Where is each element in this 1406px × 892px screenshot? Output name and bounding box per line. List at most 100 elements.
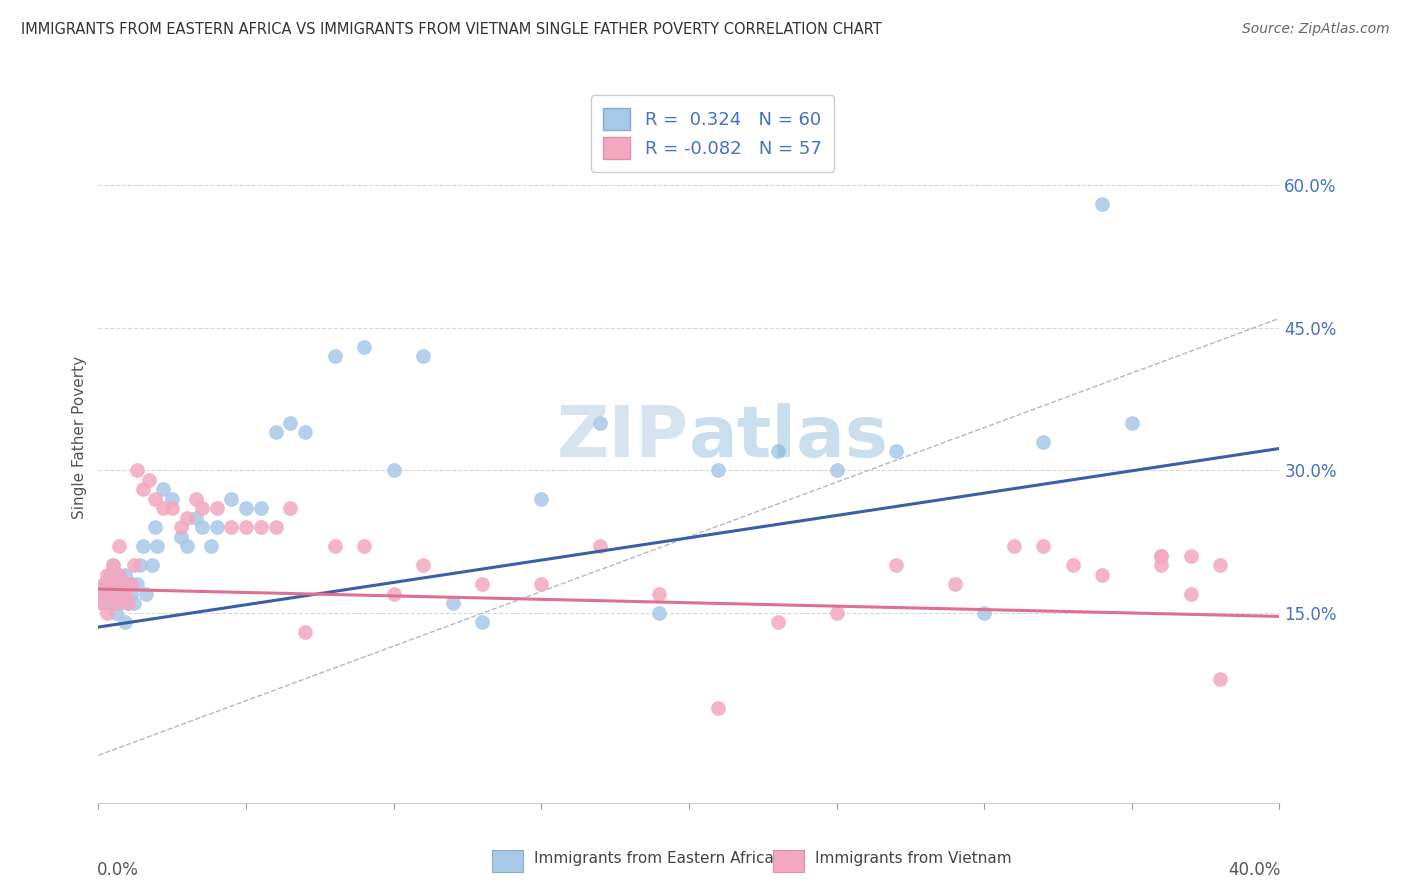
Point (170, 530, 193, 544)
Point (1062, 558, 1084, 573)
Point (93, 596, 115, 610)
Point (280, 501, 302, 516)
Point (294, 425, 316, 440)
Point (353, 539, 375, 553)
Point (176, 511, 198, 525)
Point (235, 520, 257, 534)
Point (105, 606, 128, 620)
Point (1180, 549, 1202, 563)
Point (98, 577, 121, 591)
Point (108, 567, 131, 582)
Point (441, 596, 464, 610)
Point (176, 539, 198, 553)
Point (471, 577, 494, 591)
Text: 40.0%: 40.0% (1229, 862, 1281, 880)
Point (648, 606, 671, 620)
Point (530, 577, 553, 591)
Point (1150, 549, 1173, 563)
Point (825, 606, 848, 620)
Point (103, 558, 125, 573)
Point (353, 340, 375, 354)
Text: Immigrants from Vietnam: Immigrants from Vietnam (815, 852, 1012, 866)
Point (471, 615, 494, 630)
Point (152, 501, 174, 516)
Point (1032, 434, 1054, 449)
Point (412, 558, 434, 573)
Point (184, 491, 207, 506)
Point (120, 587, 142, 601)
Point (825, 463, 848, 477)
Point (132, 483, 155, 497)
Point (103, 587, 125, 601)
Point (382, 587, 405, 601)
Point (96, 606, 118, 620)
Point (98, 567, 121, 582)
Point (108, 596, 131, 610)
Point (191, 520, 214, 534)
Point (90, 596, 112, 610)
Point (589, 416, 612, 430)
Point (122, 558, 145, 573)
Point (943, 577, 966, 591)
Point (162, 501, 183, 516)
Point (114, 567, 136, 582)
Point (205, 520, 228, 534)
Point (766, 444, 789, 458)
Point (191, 501, 214, 516)
Point (138, 473, 160, 487)
Point (93, 577, 115, 591)
Point (98, 596, 121, 610)
Point (120, 577, 142, 591)
Point (170, 520, 193, 534)
Point (530, 491, 553, 506)
Point (125, 577, 148, 591)
Point (120, 577, 142, 591)
Point (412, 349, 434, 363)
Point (103, 558, 125, 573)
Point (250, 501, 273, 516)
Point (93, 577, 115, 591)
Point (884, 558, 907, 573)
Point (105, 596, 128, 610)
Point (973, 606, 995, 620)
Point (235, 501, 257, 516)
Point (884, 444, 907, 458)
Point (93, 587, 115, 601)
Point (280, 416, 302, 430)
Y-axis label: Single Father Poverty: Single Father Poverty (72, 356, 87, 518)
Point (1091, 197, 1114, 211)
Point (264, 520, 287, 534)
Point (90, 587, 112, 601)
Point (122, 596, 145, 610)
Point (184, 511, 207, 525)
Point (128, 558, 150, 573)
Point (1150, 549, 1173, 563)
Point (152, 483, 174, 497)
Point (707, 463, 730, 477)
Point (1121, 416, 1143, 430)
Text: 0.0%: 0.0% (97, 862, 139, 880)
Point (221, 520, 243, 534)
Point (221, 491, 243, 506)
Point (1209, 673, 1232, 687)
Point (1209, 558, 1232, 573)
Point (1180, 587, 1202, 601)
Point (141, 558, 163, 573)
Point (111, 577, 134, 591)
Point (143, 491, 166, 506)
Point (114, 615, 136, 630)
Point (111, 587, 134, 601)
Point (1032, 539, 1054, 553)
Point (96, 567, 118, 582)
Point (108, 567, 131, 582)
Point (707, 701, 730, 715)
Point (766, 615, 789, 630)
Point (135, 587, 157, 601)
Text: atlas: atlas (689, 402, 889, 472)
Point (96, 587, 118, 601)
Point (382, 463, 405, 477)
Text: IMMIGRANTS FROM EASTERN AFRICA VS IMMIGRANTS FROM VIETNAM SINGLE FATHER POVERTY : IMMIGRANTS FROM EASTERN AFRICA VS IMMIGR… (21, 22, 882, 37)
Point (96, 577, 118, 591)
Point (111, 577, 134, 591)
Point (125, 463, 148, 477)
